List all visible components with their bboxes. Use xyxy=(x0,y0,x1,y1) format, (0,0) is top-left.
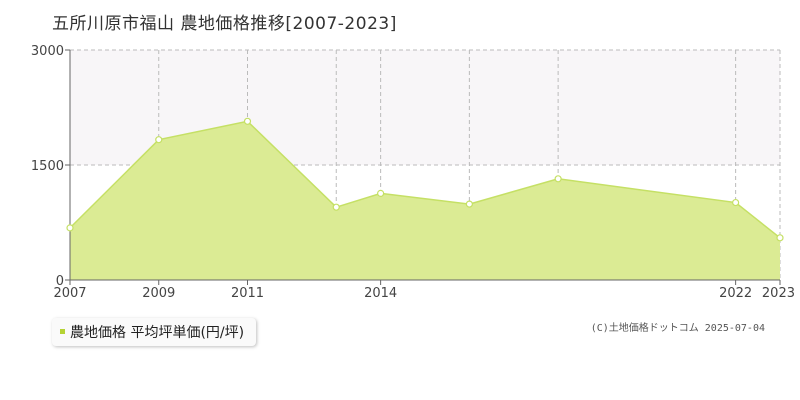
data-point xyxy=(776,234,784,242)
data-point xyxy=(155,136,163,144)
data-point xyxy=(243,117,252,125)
chart-plot: 0 1500 3000 2007 2009 2011 2014 2022 2023 xyxy=(31,44,795,301)
x-tick-label: 2023 xyxy=(762,286,795,301)
data-point xyxy=(732,198,740,207)
area-fill xyxy=(70,121,780,280)
chart-title: 五所川原市福山 農地価格推移[2007-2023] xyxy=(52,14,397,34)
x-tick-label: 2011 xyxy=(231,286,264,301)
copyright-text: (C)土地価格ドットコム 2025-07-04 xyxy=(590,323,765,334)
legend-label: 農地価格 平均坪単価(円/坪) xyxy=(70,325,245,341)
y-tick-label: 0 xyxy=(56,274,64,289)
x-tick-label: 2022 xyxy=(719,286,752,301)
x-tick-label: 2009 xyxy=(142,286,175,301)
data-point xyxy=(66,224,74,232)
data-point xyxy=(465,200,473,208)
x-tick-label: 2014 xyxy=(364,286,397,301)
data-point xyxy=(377,189,385,197)
x-tick-label: 2007 xyxy=(53,286,86,301)
data-point xyxy=(332,203,340,211)
legend: 農地価格 平均坪単価(円/坪) xyxy=(52,318,257,346)
y-tick-label: 1500 xyxy=(31,159,64,174)
data-point xyxy=(554,175,562,183)
legend-swatch xyxy=(60,328,65,334)
y-tick-label: 3000 xyxy=(31,44,64,59)
